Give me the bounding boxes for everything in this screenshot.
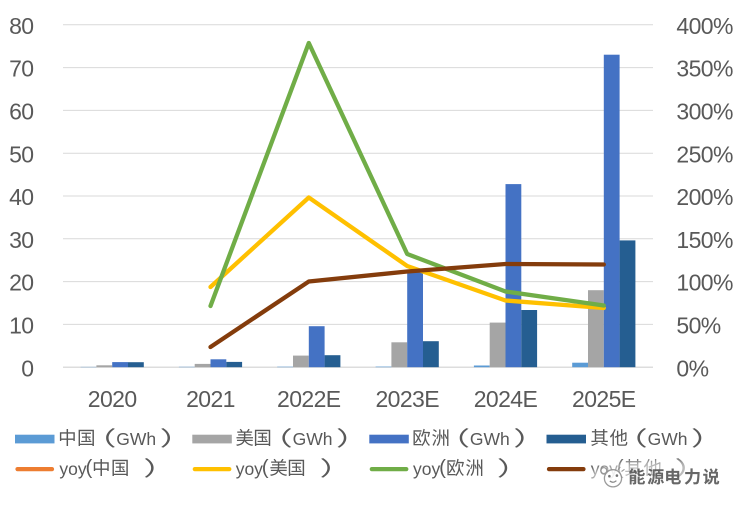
svg-text:60: 60 [9,99,33,125]
svg-text:yoy: yoy [413,459,440,479]
svg-text:0%: 0% [676,355,708,381]
svg-text:70: 70 [9,56,33,82]
svg-text:GWh: GWh [470,429,510,449]
svg-text:300%: 300% [676,99,733,125]
svg-text:(: ( [262,456,269,479]
svg-text:0: 0 [21,355,33,381]
svg-text:yoy: yoy [59,459,86,479]
svg-text:40: 40 [9,184,33,210]
svg-text:2023E: 2023E [375,386,439,412]
svg-text:150%: 150% [676,227,733,253]
svg-text:2020: 2020 [88,386,137,412]
svg-text:250%: 250% [676,141,733,167]
svg-text:30: 30 [9,227,33,253]
svg-text:200%: 200% [676,184,733,210]
svg-text:10: 10 [9,313,33,339]
svg-text:yoy: yoy [236,459,263,479]
svg-text:2021: 2021 [186,386,235,412]
svg-text:100%: 100% [676,270,733,296]
svg-text:350%: 350% [676,56,733,82]
svg-text:2025E: 2025E [572,386,636,412]
svg-text:80: 80 [9,13,33,39]
svg-text:2024E: 2024E [474,386,538,412]
svg-text:GWh: GWh [648,429,688,449]
svg-text:2022E: 2022E [277,386,341,412]
svg-text:50: 50 [9,141,33,167]
svg-text:50%: 50% [676,313,720,339]
svg-text:20: 20 [9,270,33,296]
svg-text:(: ( [439,456,446,479]
svg-text:GWh: GWh [116,429,156,449]
svg-text:(: ( [86,456,93,479]
svg-text:400%: 400% [676,13,733,39]
svg-text:GWh: GWh [293,429,333,449]
